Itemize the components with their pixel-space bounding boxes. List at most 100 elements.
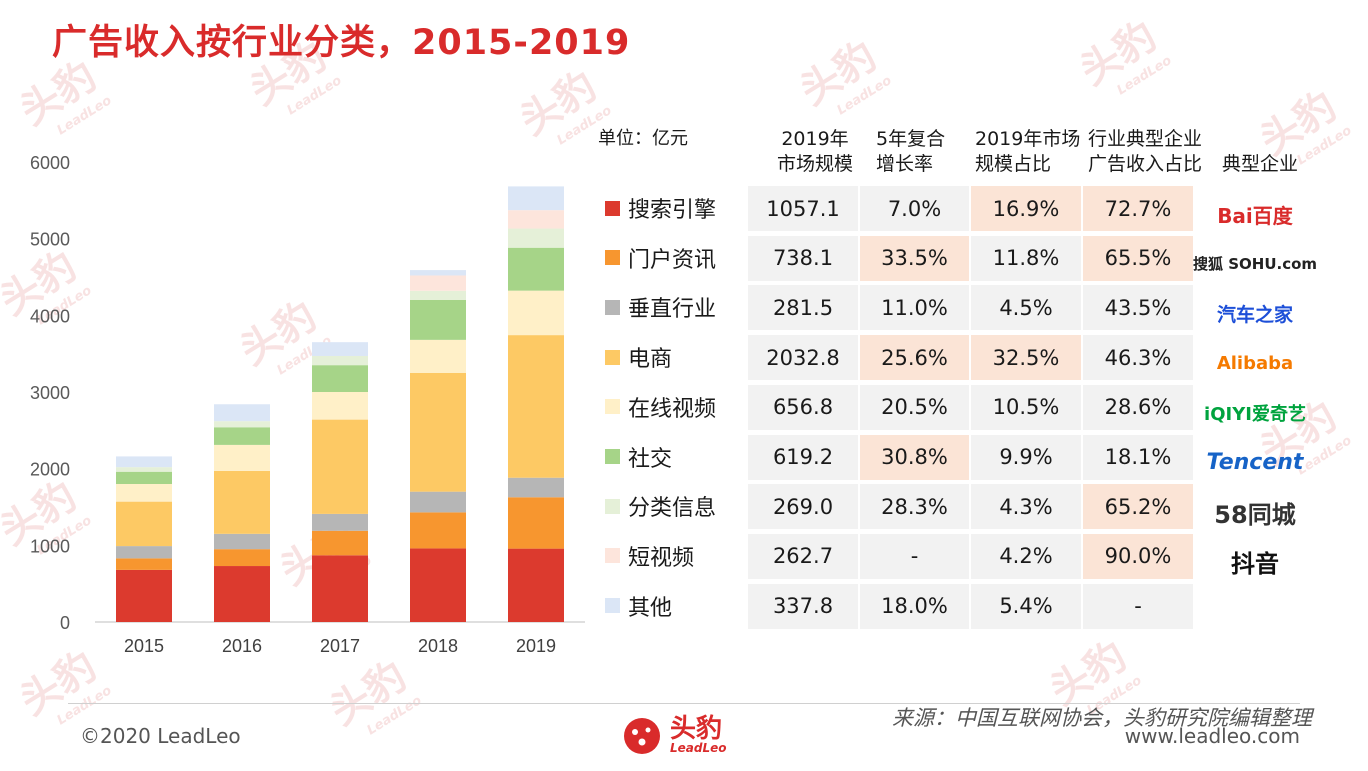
x-tick-label: 2016 [222,636,262,656]
legend-label: 其他 [628,595,673,621]
legend-swatch [605,498,620,514]
legend-item: 在线视频 [605,392,716,422]
bar-segment [116,501,172,547]
bar-segment [508,548,564,622]
legend-label: 门户资讯 [628,247,717,273]
autohome-logo: 汽车之家 [1216,303,1293,326]
cell-cagr: 18.0% [860,583,969,629]
cell-share: 11.8% [971,235,1081,281]
legend-swatch [605,548,620,564]
copyright: ©2020 LeadLeo [80,724,241,748]
cell-top-share: 90.0% [1083,533,1193,579]
y-tick-label: 3000 [30,383,70,403]
bar-segment [312,355,368,366]
leadleo-logo: 头豹 LeadLeo [620,714,727,758]
y-tick-label: 1000 [30,536,70,556]
bar-segment [116,471,172,484]
bar-segment [214,427,270,445]
header-top-company-share: 行业典型企业 广告收入占比 [1088,128,1203,175]
bar-segment [410,512,466,549]
cell-market-size: 2032.8 [748,335,858,381]
bar-segment [116,569,172,622]
bar-segment [508,335,564,478]
bar-segment [410,270,466,276]
cell-share: 4.2% [971,533,1081,579]
tencent-logo: Tencent [1206,450,1304,475]
legend-label: 搜索引擎 [628,198,717,223]
cell-top-share: 65.2% [1083,484,1193,530]
cell-cagr: 25.6% [860,335,969,381]
x-tick-label: 2015 [124,636,164,656]
legend-label: 社交 [628,446,673,472]
bar-segment [214,549,270,567]
unit-label: 单位：亿元 [598,128,688,149]
legend-item: 短视频 [605,541,694,571]
bar-segment [312,513,368,531]
legend-swatch [605,449,620,464]
legend-item: 社交 [605,442,672,472]
bar-segment [410,275,466,291]
bar-segment [508,290,564,336]
cell-cagr: 20.5% [860,384,969,430]
cell-top-share: 18.1% [1083,434,1193,480]
x-tick-label: 2017 [320,636,360,656]
cell-top-share: 46.3% [1083,335,1193,381]
baidu-logo: Bai百度 [1217,203,1293,228]
cell-market-size: 1057.1 [748,186,858,231]
bar-segment [214,421,270,428]
website-link[interactable]: www.leadleo.com [1124,724,1300,748]
legend-item: 垂直行业 [605,292,716,322]
cell-share: 5.4% [971,583,1081,629]
bar-segment [312,342,368,356]
iqiyi-logo: iQIYI爱奇艺 [1204,403,1306,425]
cell-share: 4.3% [971,484,1081,530]
cell-cagr: 7.0% [860,186,969,231]
cell-share: 16.9% [971,186,1081,231]
header-share: 2019年市场 规模占比 [975,128,1081,175]
legend-item: 分类信息 [605,491,716,521]
legend-label: 在线视频 [628,396,717,422]
bar-segment [410,300,466,340]
cell-cagr: 33.5% [860,235,969,281]
legend-label: 电商 [628,347,673,373]
bar-segment [116,558,172,570]
cell-top-share: - [1083,583,1193,629]
legend-swatch [605,299,620,315]
y-tick-label: 5000 [30,230,70,250]
brand-name: 头豹 [670,714,723,744]
y-tick-label: 6000 [30,153,70,173]
cell-share: 9.9% [971,434,1081,480]
bar-segment [410,290,466,300]
cell-share: 32.5% [971,335,1081,381]
bar-segment [116,456,172,468]
legend-item: 门户资讯 [605,243,716,273]
cell-cagr: 11.0% [860,285,969,331]
cell-cagr: 30.8% [860,434,969,480]
legend-swatch [605,399,620,415]
y-tick-label: 2000 [30,460,70,480]
leopard-icon [624,718,660,754]
cell-market-size: 738.1 [748,235,858,281]
bar-segment [116,484,172,502]
cell-market-size: 281.5 [748,285,858,331]
bar-segment [214,444,270,471]
bar-segment [116,467,172,472]
y-tick-label: 4000 [30,306,70,326]
bar-segment [312,365,368,392]
cell-market-size: 337.8 [748,583,858,629]
source-note: 来源：中国互联网协会，头豹研究院编辑整理 [892,706,1312,730]
x-tick-label: 2018 [418,636,458,656]
legend-item: 其他 [605,591,672,621]
bar-segment [410,339,466,373]
page-title: 广告收入按行业分类，2015-2019 [52,23,631,63]
x-tick-label: 2019 [516,636,556,656]
cell-cagr: 28.3% [860,484,969,530]
bar-segment [508,247,564,291]
cell-market-size: 656.8 [748,384,858,430]
58-logo: 58同城 [1214,500,1296,529]
bar-segment [214,566,270,622]
y-tick-label: 0 [60,613,70,633]
stacked-bar-chart: 0 1000 2000 3000 4000 5000 6000 2015 2016 2017 201… [30,153,585,656]
